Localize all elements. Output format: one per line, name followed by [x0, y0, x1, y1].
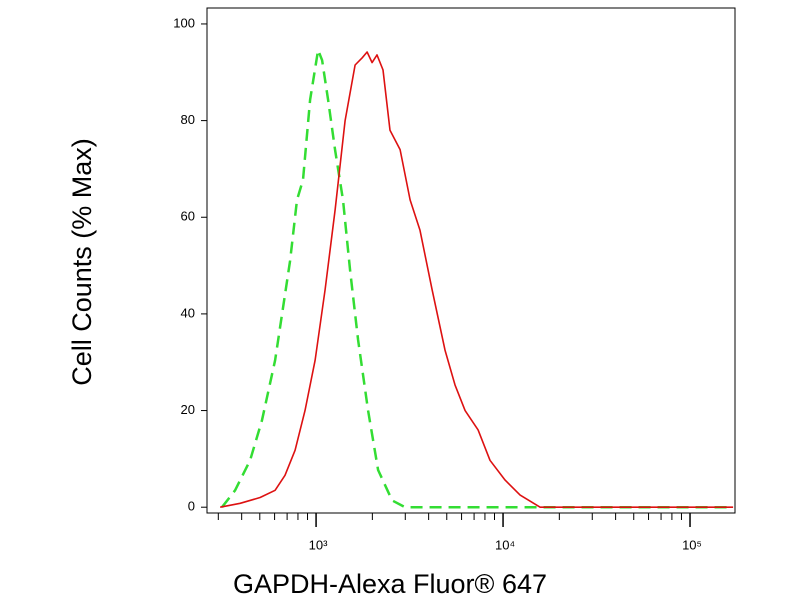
y-tick-label: 40 [181, 305, 195, 320]
data-line [220, 51, 734, 508]
x-tick-label: 10⁵ [682, 537, 702, 552]
data-line [221, 48, 734, 509]
x-tick-label: 10⁴ [495, 537, 515, 552]
y-tick-label: 60 [181, 209, 195, 224]
plot-frame [206, 7, 736, 514]
x-axis-title: GAPDH-Alexa Fluor® 647 [233, 569, 547, 599]
y-tick-label: 100 [173, 15, 195, 30]
x-tick-label: 10³ [309, 537, 328, 552]
y-tick-label: 20 [181, 402, 195, 417]
y-tick-label: 0 [188, 499, 195, 514]
y-axis-title: Cell Counts (% Max) [67, 138, 97, 386]
y-tick-label: 80 [181, 112, 195, 127]
